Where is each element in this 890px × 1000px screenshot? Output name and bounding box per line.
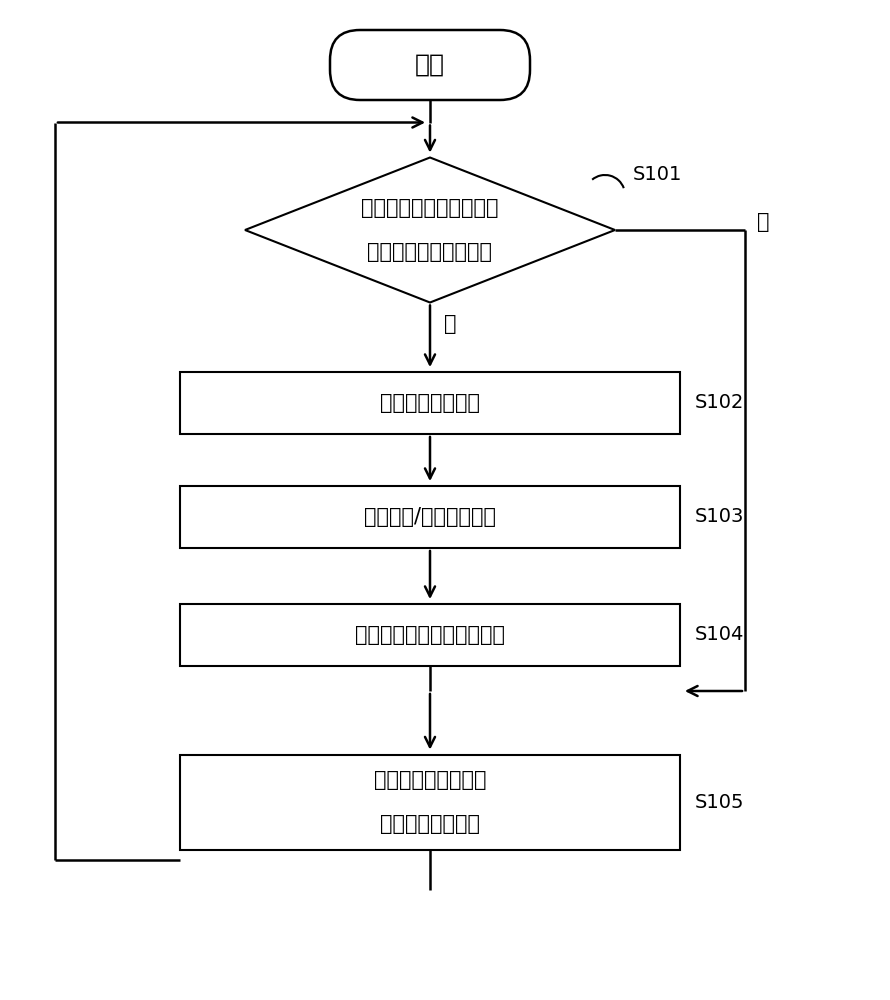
- Bar: [180, 754, 680, 850]
- Text: 开始: 开始: [415, 53, 445, 77]
- Polygon shape: [245, 157, 615, 302]
- Text: S101: S101: [633, 165, 683, 184]
- Text: 发送第一触摸信号: 发送第一触摸信号: [380, 393, 480, 413]
- Text: S103: S103: [695, 508, 744, 526]
- Text: S102: S102: [695, 393, 744, 412]
- Bar: [180, 372, 680, 434]
- Text: 压力値和/或按键値编码: 压力値和/或按键値编码: [364, 507, 496, 527]
- Text: 是: 是: [444, 314, 457, 334]
- Bar: [180, 604, 680, 666]
- FancyBboxPatch shape: [330, 30, 530, 100]
- Text: 进入省电状态，等待: 进入省电状态，等待: [374, 770, 486, 790]
- Bar: [180, 486, 680, 548]
- Text: 检测触摸笔笔尖是否有压: 检测触摸笔笔尖是否有压: [361, 198, 498, 218]
- Text: S105: S105: [695, 792, 745, 812]
- Text: S104: S104: [695, 626, 744, 645]
- Text: 力或是否有按键按下？: 力或是否有按键按下？: [368, 242, 492, 262]
- Text: 下一次检测时间到: 下一次检测时间到: [380, 814, 480, 834]
- Text: 根据编码发送第二触摸信号: 根据编码发送第二触摸信号: [355, 625, 505, 645]
- Text: 否: 否: [757, 212, 770, 232]
